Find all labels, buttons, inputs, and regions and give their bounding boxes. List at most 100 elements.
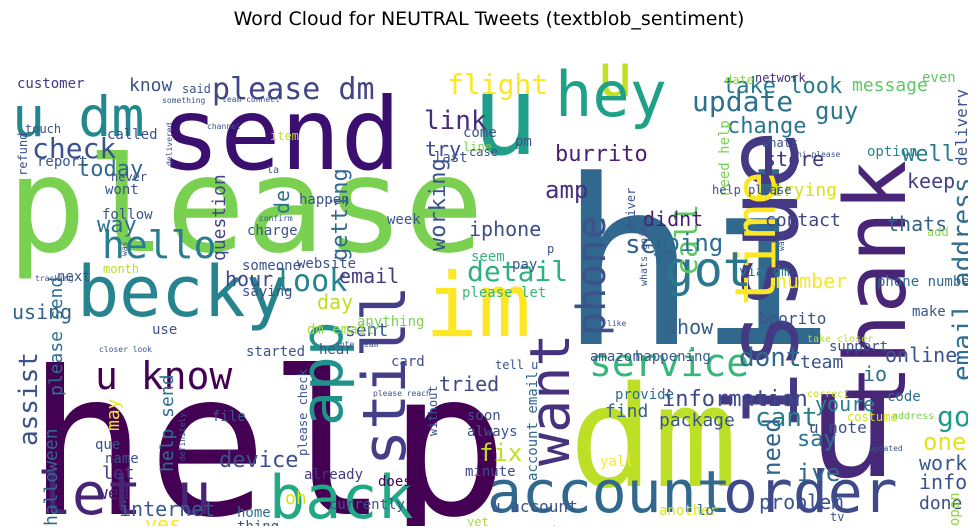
- word-pm: pm: [515, 134, 532, 150]
- word-support: support: [829, 339, 888, 355]
- word-whats: whats: [762, 136, 798, 150]
- word-pay: pay: [512, 257, 537, 273]
- word-option: option: [867, 144, 918, 160]
- word-refund: refund: [16, 133, 30, 176]
- word-file: file: [212, 409, 246, 425]
- word-even: even: [922, 70, 956, 86]
- word-info: info: [919, 470, 967, 494]
- word-got: got: [665, 242, 752, 298]
- word-still: still: [350, 285, 420, 466]
- word-find: find: [605, 401, 648, 422]
- word-app: app: [288, 321, 356, 426]
- word-see: see: [625, 230, 672, 260]
- word-without: without: [426, 385, 440, 436]
- word-done: done: [919, 493, 962, 514]
- word-please: please: [7, 129, 484, 283]
- word-confirm: confirm: [259, 214, 293, 223]
- word-tracking: tracking: [35, 274, 74, 283]
- word-email: email: [339, 264, 399, 288]
- word-started: started: [246, 344, 305, 360]
- word-im: im: [425, 254, 531, 357]
- word-message: message: [852, 75, 928, 96]
- word-lo: lo: [697, 503, 714, 519]
- word-look: look: [275, 264, 347, 299]
- word-wont: wont: [105, 182, 139, 198]
- word-tv: tv: [830, 510, 844, 524]
- word-trying: trying: [772, 180, 837, 201]
- word-dont: dont: [739, 343, 802, 373]
- word-question: question: [209, 174, 230, 261]
- word-touch: touch: [25, 122, 61, 136]
- word-share: share: [547, 525, 577, 526]
- word-ive: ive: [797, 459, 840, 487]
- word-said: said: [182, 82, 211, 96]
- word-happening: happening: [635, 349, 711, 365]
- word-hear: hear: [319, 342, 353, 358]
- word-call: call: [670, 204, 705, 276]
- word-wait: wait: [777, 232, 786, 251]
- word-please-dm: please dm: [212, 72, 375, 107]
- word-hi: hi: [559, 132, 836, 399]
- word-halloween: halloween: [41, 428, 62, 526]
- word-sent: sent: [345, 320, 388, 341]
- word-using: using: [12, 300, 72, 324]
- word-day: day: [317, 290, 353, 314]
- word-team-connect: team connect: [222, 95, 280, 104]
- word-add: add: [927, 225, 949, 239]
- word-cant: cant: [755, 403, 818, 433]
- word-becky: becky: [77, 251, 288, 333]
- word-happen: happen: [299, 192, 350, 208]
- word-well: well: [902, 142, 955, 167]
- word-thank: thank: [827, 160, 926, 416]
- word-line: line: [463, 140, 492, 154]
- word-come: come: [463, 125, 497, 141]
- word-assist: assist: [14, 352, 44, 446]
- word-go: go: [937, 400, 968, 433]
- word-la: la: [267, 165, 279, 176]
- word-check: check: [32, 132, 116, 165]
- word-tell-u: tell u: [495, 358, 538, 372]
- word-try: try: [425, 137, 461, 161]
- word-team: team: [800, 352, 843, 373]
- word-link: link: [424, 106, 487, 136]
- word-need: need: [758, 418, 786, 476]
- word-boorito: boorito: [759, 309, 826, 328]
- word-item: item: [270, 129, 299, 143]
- word-want: want: [518, 334, 582, 466]
- word-definitely: definitely: [178, 413, 187, 461]
- word-next: next: [57, 269, 91, 285]
- word-let: let: [102, 463, 135, 484]
- word-order: order: [723, 458, 898, 526]
- word-dm-email: dm email: [307, 322, 374, 338]
- word-correct: correct: [807, 389, 849, 400]
- word-via-dm: via dm: [739, 264, 790, 280]
- word-saying: saying: [242, 284, 293, 300]
- word-wed: wed: [97, 483, 130, 504]
- word-take-closer: take closer: [807, 334, 873, 345]
- word-use: use: [152, 322, 177, 338]
- word-card: card: [391, 354, 425, 370]
- word-hi-please: hi please: [797, 150, 841, 159]
- word-u-know: u know: [95, 354, 232, 398]
- word-time: time: [724, 171, 789, 306]
- word-minute: minute: [465, 464, 516, 480]
- word-service: service: [589, 341, 749, 385]
- word-hour: hour: [225, 267, 273, 291]
- word-website: website: [297, 256, 356, 272]
- word-take-look: take look: [723, 74, 842, 99]
- word-thing: thing: [237, 519, 279, 526]
- word-month: month: [103, 262, 139, 276]
- word-was: was: [120, 241, 129, 256]
- word-charge: charge: [247, 223, 298, 239]
- word-online: online: [885, 343, 957, 367]
- word-oh: oh: [285, 488, 307, 509]
- word-updated: updated: [869, 444, 903, 453]
- word-whats-going: whats going: [639, 220, 650, 286]
- word-u: u: [472, 52, 538, 180]
- word-report: report: [37, 154, 88, 170]
- word-thats: thats: [887, 212, 947, 236]
- word-someone: someone: [242, 258, 301, 274]
- word-phone: phone: [569, 216, 615, 336]
- word-back: back: [269, 463, 414, 526]
